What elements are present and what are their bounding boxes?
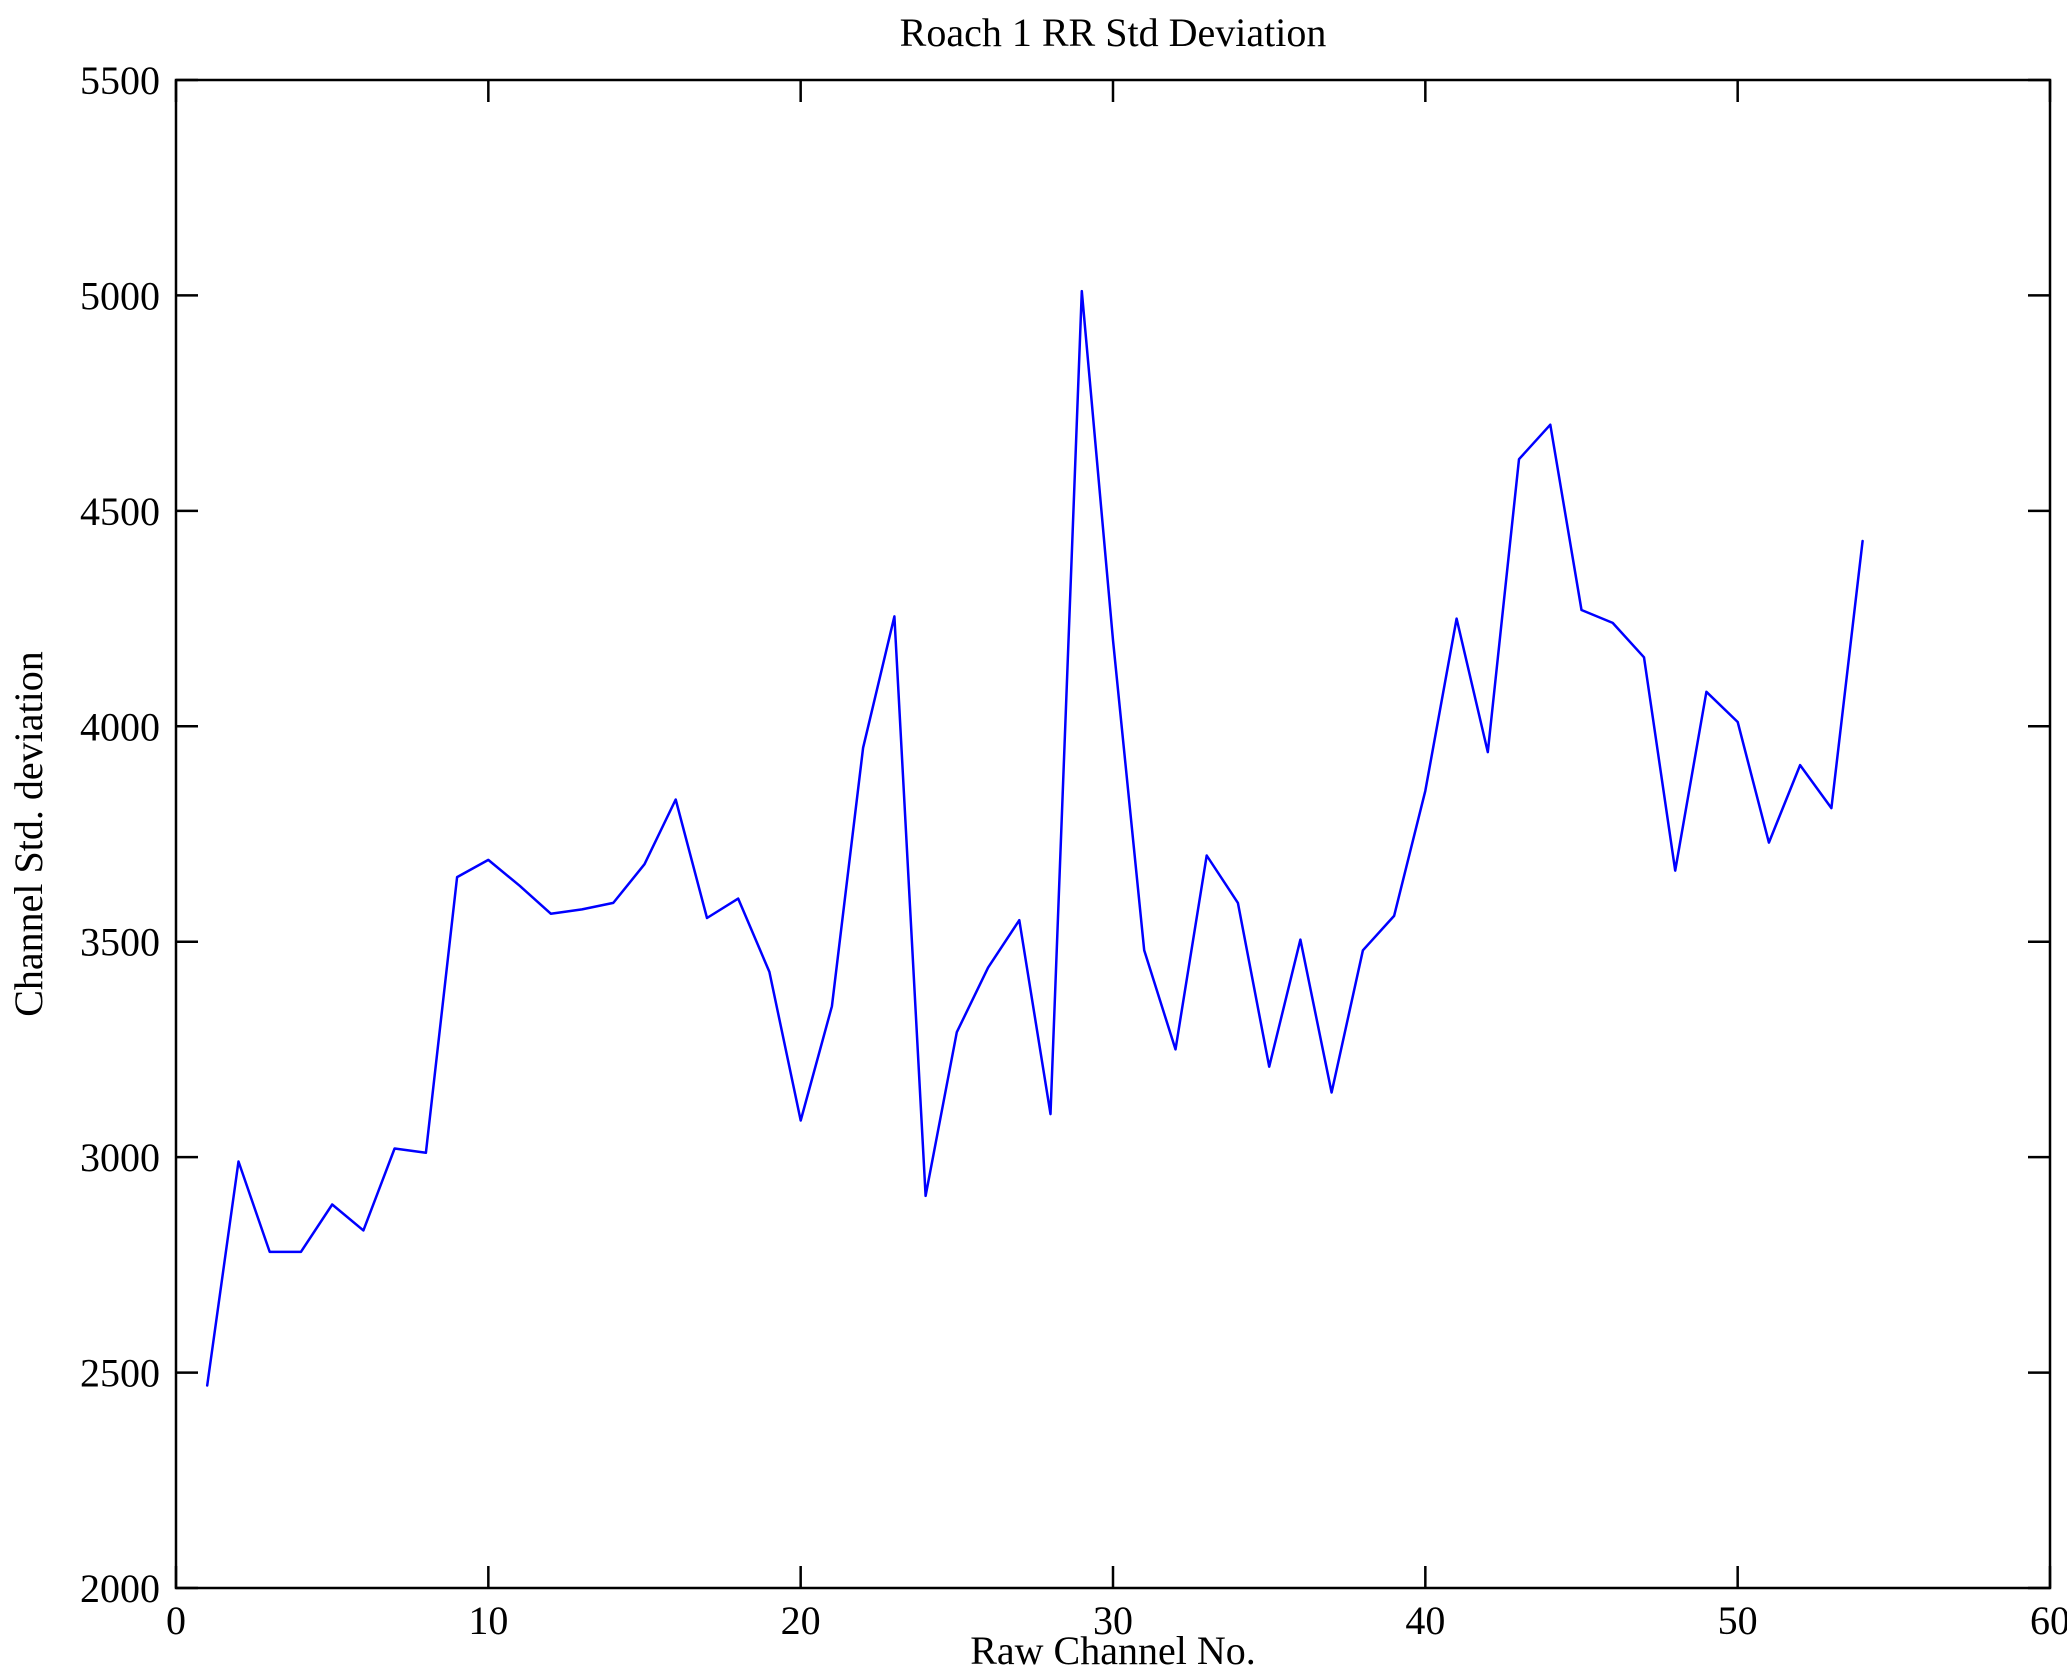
x-tick-label: 60 [2030,1598,2067,1643]
plot-box [174,78,2052,1590]
y-tick-label: 5000 [80,273,160,318]
axis-ticks: 0 10 20 30 40 50 60 2000 2500 3000 3500 4000 4500 500… [80,58,2067,1643]
x-tick-label: 30 [1093,1598,1133,1643]
y-tick-label: 3500 [80,920,160,965]
x-tick-label: 40 [1405,1598,1445,1643]
y-tick-label: 5500 [80,58,160,103]
y-tick-label: 2000 [80,1566,160,1611]
x-tick-label: 0 [166,1598,186,1643]
x-tick-label: 50 [1718,1598,1758,1643]
x-tick-label: 10 [468,1598,508,1643]
chart-title: Roach 1 RR Std Deviation [900,10,1327,55]
x-tick-label: 20 [781,1598,821,1643]
y-tick-label: 4500 [80,489,160,534]
y-axis-label: Channel Std. deviation [6,651,51,1017]
data-series-line [205,289,1864,1387]
y-tick-label: 2500 [80,1351,160,1396]
x-axis-label: Raw Channel No. [970,1628,1256,1671]
y-tick-label: 4000 [80,704,160,749]
y-tick-label: 3000 [80,1135,160,1180]
